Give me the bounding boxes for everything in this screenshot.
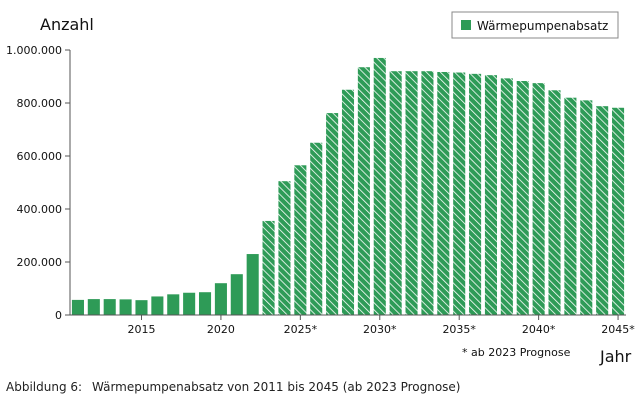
x-tick-label: 2035*	[442, 323, 476, 336]
bar-2035	[453, 72, 466, 316]
bar-2028	[341, 89, 355, 315]
x-tick-label: 2015	[127, 323, 155, 336]
bar-2026	[310, 142, 323, 315]
bar-2043	[580, 100, 593, 315]
y-tick-label: 1.000.000	[6, 44, 62, 57]
legend-label: Wärmepumpenabsatz	[477, 19, 608, 33]
bar-2027	[326, 113, 339, 315]
bar-2019	[198, 292, 212, 315]
bar-2021	[230, 274, 243, 315]
bar-2031	[389, 71, 402, 315]
x-axis-label: Jahr	[599, 347, 632, 366]
bar-2042	[564, 97, 577, 315]
bar-2022	[246, 254, 259, 315]
x-tick-label: 2030*	[363, 323, 397, 336]
bar-2037	[484, 75, 497, 315]
bar-2015	[135, 300, 148, 315]
bar-2039	[516, 81, 529, 315]
x-tick-label: 2025*	[284, 323, 318, 336]
y-tick-label: 400.000	[17, 203, 63, 216]
x-tick-label: 2020	[207, 323, 235, 336]
y-axis-label: Anzahl	[40, 15, 94, 34]
bar-2013	[103, 299, 116, 315]
bar-2033	[421, 71, 434, 315]
bar-2045	[612, 107, 625, 316]
bar-2040	[532, 83, 545, 316]
bar-2024	[278, 181, 291, 315]
y-tick-label: 600.000	[17, 150, 63, 163]
plot-area: 0 200.000 400.000 600.000 800.000 1.000.000 20…	[6, 44, 635, 336]
caption-number: Abbildung 6:	[6, 380, 83, 394]
forecast-note: * ab 2023 Prognose	[462, 346, 571, 359]
bar-2011	[71, 299, 84, 315]
bar-2012	[87, 299, 100, 315]
bar-2041	[548, 90, 561, 315]
bar-2014	[119, 299, 132, 315]
bar-2032	[405, 71, 418, 315]
bar-2034	[437, 71, 450, 316]
bar-2016	[151, 296, 164, 315]
y-tick-label: 0	[55, 309, 62, 322]
bar-2025	[294, 165, 307, 315]
y-tick-label: 200.000	[17, 256, 63, 269]
y-tick-label: 800.000	[17, 97, 63, 110]
bar-2029	[357, 67, 370, 315]
x-tick-label: 2040*	[522, 323, 556, 336]
legend-swatch	[461, 20, 471, 30]
bar-2018	[183, 292, 196, 315]
bar-2030	[373, 57, 386, 315]
figure-caption: Abbildung 6: Wärmepumpenabsatz von 2011 b…	[6, 380, 460, 394]
bar-2020	[214, 283, 227, 315]
bar-2044	[596, 106, 609, 316]
bar-2038	[500, 78, 513, 315]
legend: Wärmepumpenabsatz	[451, 11, 619, 39]
caption-text: Wärmepumpenabsatz von 2011 bis 2045 (ab …	[92, 380, 461, 394]
bar-2036	[469, 73, 482, 315]
bar-2017	[167, 294, 180, 315]
x-tick-label: 2045*	[601, 323, 635, 336]
bar-2023	[262, 220, 275, 315]
